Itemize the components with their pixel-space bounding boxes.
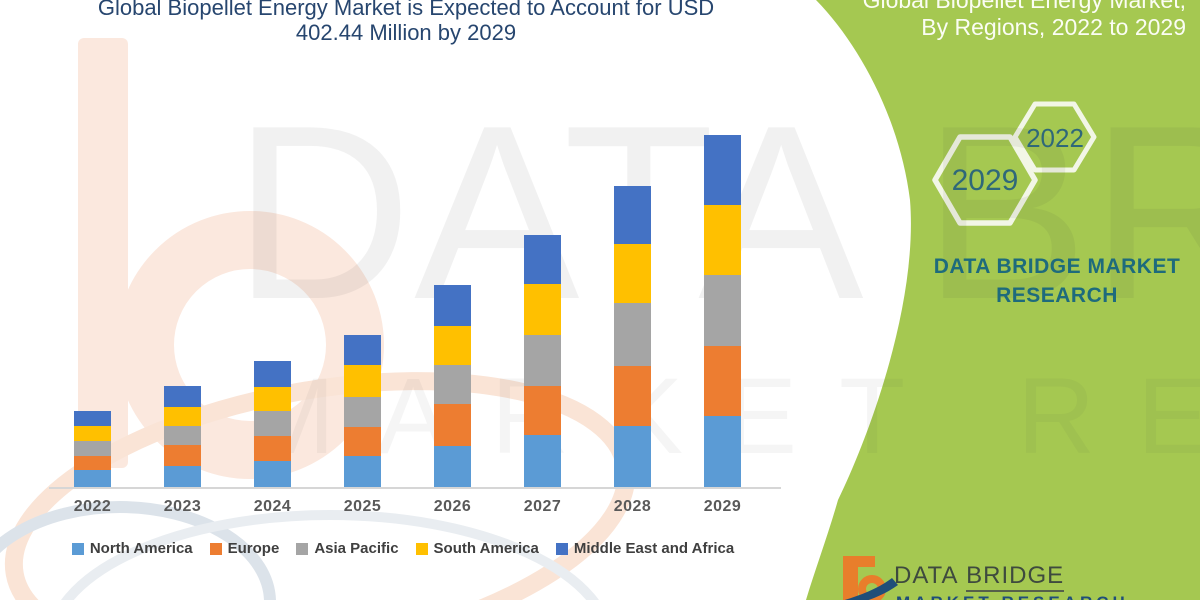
bar-segment-2029-south-america <box>704 205 741 276</box>
bar-segment-2029-europe <box>704 346 741 416</box>
x-axis-label-2022: 2022 <box>73 498 112 515</box>
bar-segment-2023-south-america <box>164 407 201 427</box>
panel-company-name: DATA BRIDGE MARKET RESEARCH <box>912 252 1200 310</box>
chart-title-line1: Global Biopellet Energy Market is Expect… <box>97 0 715 20</box>
data-bridge-b-logo-icon <box>843 556 898 600</box>
bar-segment-2028-north-america <box>614 426 651 487</box>
bar-segment-2022-south-america <box>74 426 111 442</box>
legend-swatch-icon <box>209 542 222 555</box>
bar-segment-2028-europe <box>614 365 651 427</box>
x-axis-label-2028: 2028 <box>613 498 652 515</box>
bar-segment-2026-europe <box>434 403 471 446</box>
x-axis-line <box>49 487 781 489</box>
bar-segment-2029-middle-east-and-africa <box>704 134 741 206</box>
legend-label: South America <box>433 540 539 557</box>
footer-brand-word1: DATA <box>894 562 967 589</box>
bar-segment-2024-europe <box>254 435 291 462</box>
chart-legend: North America Europe Asia Pacific South Ame… <box>40 540 766 557</box>
bar-segment-2024-middle-east-and-africa <box>254 360 291 388</box>
bar-segment-2028-south-america <box>614 244 651 304</box>
bar-segment-2025-north-america <box>344 456 381 487</box>
legend-swatch-icon <box>415 542 428 555</box>
legend-swatch-icon <box>296 542 309 555</box>
bar-segment-2023-asia-pacific <box>164 426 201 445</box>
bar-segment-2023-europe <box>164 444 201 467</box>
bar-2026 <box>434 285 471 487</box>
x-axis-label-2023: 2023 <box>163 498 202 515</box>
chart-title: Global Biopellet Energy Market is Expect… <box>0 0 812 45</box>
bar-segment-2027-middle-east-and-africa <box>524 235 561 285</box>
panel-title-line1: Global Biopellet Energy Market, <box>862 0 1186 13</box>
bar-segment-2026-north-america <box>434 445 471 487</box>
bar-segment-2024-south-america <box>254 387 291 411</box>
green-panel-path <box>806 0 1200 600</box>
legend-label: Europe <box>227 540 280 557</box>
bar-2023 <box>164 386 201 487</box>
bar-segment-2025-south-america <box>344 365 381 397</box>
bar-segment-2022-asia-pacific <box>74 441 111 456</box>
bar-segment-2024-asia-pacific <box>254 410 291 436</box>
stacked-bar-chart: 2022 2023 2024 2025 2026 2027 2028 2029 North A… <box>40 134 781 557</box>
hexagon-small-icon <box>1012 101 1097 173</box>
bar-segment-2027-asia-pacific <box>524 334 561 387</box>
bar-segment-2026-asia-pacific <box>434 365 471 404</box>
bar-segment-2024-north-america <box>254 461 291 487</box>
legend-item-north-america: North America <box>71 540 193 557</box>
footer-brand-word2: BRIDGE <box>966 562 1065 592</box>
bar-segment-2022-north-america <box>74 470 111 487</box>
panel-title-line2: By Regions, 2022 to 2029 <box>921 14 1186 40</box>
legend-item-south-america: South America <box>415 540 539 557</box>
bar-segment-2027-north-america <box>524 434 561 487</box>
x-axis-label-2029: 2029 <box>703 498 742 515</box>
bar-segment-2028-asia-pacific <box>614 303 651 366</box>
bar-segment-2022-middle-east-and-africa <box>74 411 111 427</box>
legend-label: Middle East and Africa <box>573 540 735 557</box>
legend-label: Asia Pacific <box>314 540 399 557</box>
panel-company-line1: DATA BRIDGE MARKET <box>933 255 1181 278</box>
bar-2027 <box>524 235 561 487</box>
hexagon-large-year: 2029 <box>951 164 1019 197</box>
x-axis-label-2025: 2025 <box>343 498 382 515</box>
footer-logo: DATA BRIDGE MARKET RESEARCH <box>836 552 1196 600</box>
bar-segment-2025-europe <box>344 426 381 457</box>
chart-title-line2: 402.44 Million by 2029 <box>295 20 517 45</box>
footer-sub-text: MARKET RESEARCH <box>896 593 1129 600</box>
x-axis-label-2024: 2024 <box>253 498 292 515</box>
hexagon-large-icon <box>932 134 1038 226</box>
bar-2028 <box>614 185 651 487</box>
legend-swatch-icon <box>555 542 568 555</box>
legend-item-middle-east-and-africa: Middle East and Africa <box>555 540 735 557</box>
bar-segment-2023-north-america <box>164 466 201 487</box>
bar-2024 <box>254 360 291 487</box>
panel-title: Global Biopellet Energy Market, By Regio… <box>756 0 1186 41</box>
bar-2029 <box>704 134 741 487</box>
bar-2025 <box>344 335 381 487</box>
bar-segment-2028-middle-east-and-africa <box>614 185 651 245</box>
bar-segment-2023-middle-east-and-africa <box>164 386 201 408</box>
legend-item-europe: Europe <box>209 540 280 557</box>
hexagon-small-year: 2022 <box>1026 123 1084 153</box>
bar-segment-2022-europe <box>74 455 111 471</box>
bar-segment-2025-middle-east-and-africa <box>344 335 381 366</box>
legend-label: North America <box>89 540 193 557</box>
bar-segment-2029-north-america <box>704 415 741 487</box>
bar-segment-2026-south-america <box>434 325 471 366</box>
x-axis-label-2027: 2027 <box>523 498 562 515</box>
bar-segment-2025-asia-pacific <box>344 396 381 427</box>
legend-swatch-icon <box>71 542 84 555</box>
bar-segment-2029-asia-pacific <box>704 275 741 347</box>
bar-segment-2027-south-america <box>524 284 561 335</box>
bar-segment-2026-middle-east-and-africa <box>434 285 471 326</box>
bar-segment-2027-europe <box>524 386 561 435</box>
x-axis-label-2026: 2026 <box>433 498 472 515</box>
footer-brand-text: DATA BRIDGE <box>894 562 1065 592</box>
legend-item-asia-pacific: Asia Pacific <box>296 540 399 557</box>
bar-2022 <box>74 411 111 487</box>
panel-company-line2: RESEARCH <box>996 284 1118 307</box>
